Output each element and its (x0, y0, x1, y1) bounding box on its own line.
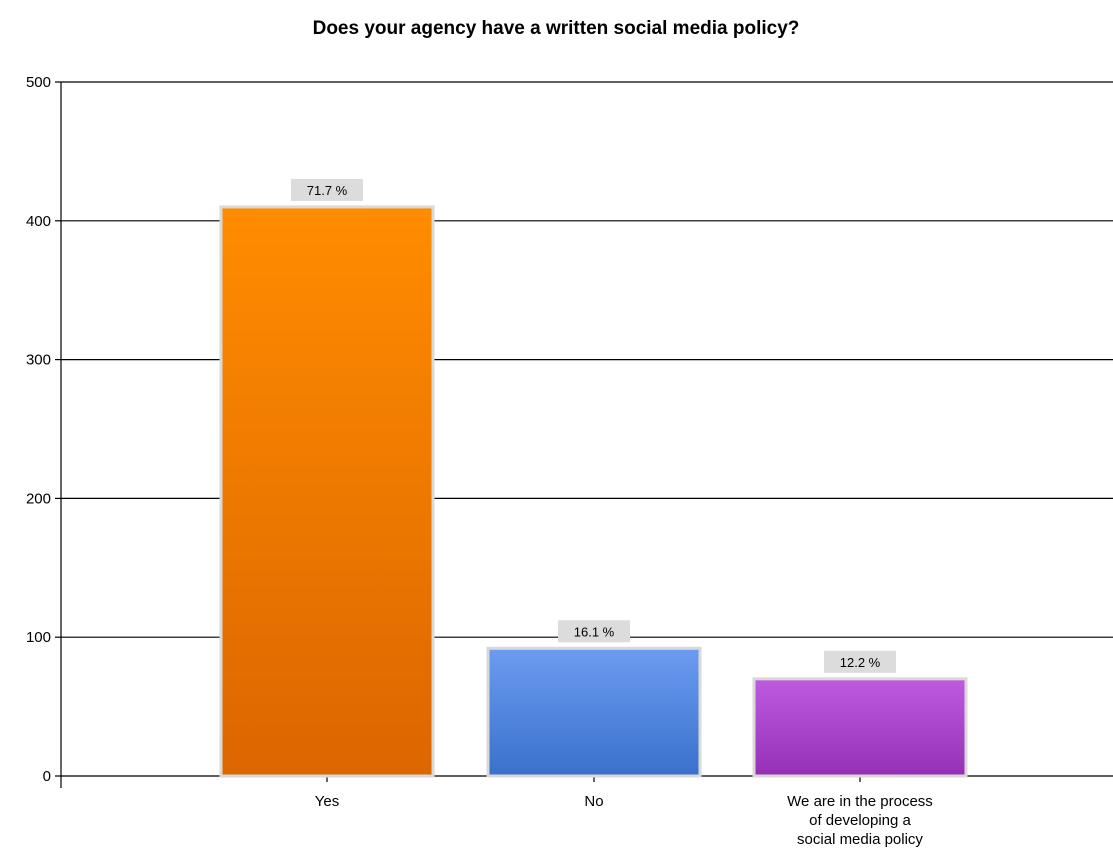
category-label-line: social media policy (797, 831, 923, 848)
data-label-bg (558, 620, 630, 643)
data-label-bg (824, 650, 896, 673)
category-label-2: We are in the process of developing a soci… (787, 793, 933, 848)
category-label-1: No (584, 793, 603, 810)
gridlines (61, 81, 1113, 638)
category-label-line: No (584, 793, 603, 810)
data-label-text: 71.7 % (307, 183, 348, 198)
y-tick-label: 200 (26, 490, 51, 507)
data-label-2: 12.2 % (824, 650, 896, 673)
bar-0 (219, 205, 435, 778)
y-tick-label: 500 (26, 74, 51, 91)
chart-title: Does your agency have a written social m… (313, 18, 800, 39)
data-label-0: 71.7 % (291, 178, 363, 201)
category-labels: Yes No We are in the process of developing … (315, 793, 933, 848)
data-label-text: 12.2 % (840, 655, 881, 670)
category-label-line: We are in the process (787, 793, 933, 810)
bar-1 (486, 646, 702, 778)
category-label-0: Yes (315, 793, 339, 810)
data-label-1: 16.1 % (558, 620, 630, 643)
y-tick-label: 300 (26, 352, 51, 369)
y-tick-label: 100 (26, 629, 51, 646)
data-label-bg (291, 178, 363, 201)
y-tick-label: 0 (43, 768, 51, 785)
bar-2 (752, 677, 968, 778)
data-label-text: 16.1 % (574, 624, 615, 639)
bars (219, 205, 968, 778)
category-label-line: of developing a (809, 812, 911, 829)
y-tick-label: 400 (26, 213, 51, 230)
category-label-line: Yes (315, 793, 339, 810)
data-labels: 71.7 % 16.1 % 12.2 % (291, 178, 896, 673)
